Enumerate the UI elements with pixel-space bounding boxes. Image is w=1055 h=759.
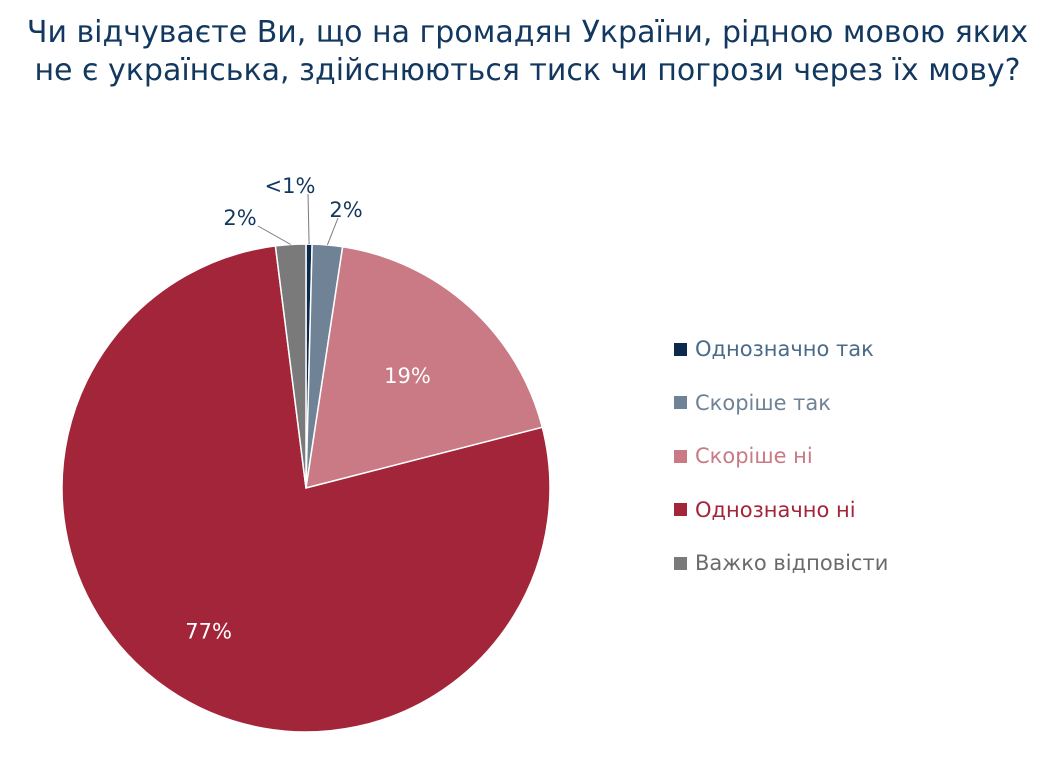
legend: Однозначно так Скоріше так Скоріше ні Одноз…: [674, 332, 888, 600]
leader-line-2: [326, 217, 339, 246]
legend-swatch-4: [674, 503, 687, 516]
leader-line-5: [257, 225, 291, 245]
data-label-3: 19%: [384, 364, 431, 388]
chart-title: Чи відчуваєте Ви, що на громадян України…: [0, 14, 1055, 90]
legend-swatch-5: [674, 556, 687, 570]
legend-label-2: Скоріше так: [695, 390, 831, 415]
pie-slice-3: [305, 245, 544, 490]
chart-title-line-1: Чи відчуваєте Ви, що на громадян України…: [26, 15, 1029, 50]
pie-slices: [61, 243, 551, 733]
data-labels: <1% 2% 19% 77% 2%: [185, 174, 431, 643]
data-label-4: 77%: [185, 619, 232, 643]
legend-item-5: Важко відповісти: [674, 546, 888, 580]
data-label-5: 2%: [223, 206, 256, 230]
legend-swatch-3: [674, 449, 687, 463]
data-label-2: 2%: [329, 198, 362, 222]
legend-label-4: Однозначно ні: [695, 497, 856, 522]
legend-label-1: Однозначно так: [695, 337, 874, 361]
legend-swatch-2: [674, 396, 687, 409]
legend-label-3: Скоріше ні: [695, 444, 813, 468]
legend-label-5: Важко відповісти: [695, 551, 889, 575]
legend-item-1: Однозначно так: [674, 332, 888, 366]
chart-title-line-2: не є українська, здійснюються тиск чи по…: [34, 53, 1021, 88]
legend-item-4: Однозначно ні: [674, 493, 888, 527]
legend-item-2: Скоріше так: [674, 386, 888, 420]
pie-slice-4: [61, 245, 551, 733]
legend-item-3: Скоріше ні: [674, 439, 888, 473]
label-leader-lines: [257, 193, 339, 246]
leader-line-1: [307, 193, 310, 245]
data-label-1: <1%: [265, 174, 316, 198]
legend-swatch-1: [674, 342, 687, 356]
